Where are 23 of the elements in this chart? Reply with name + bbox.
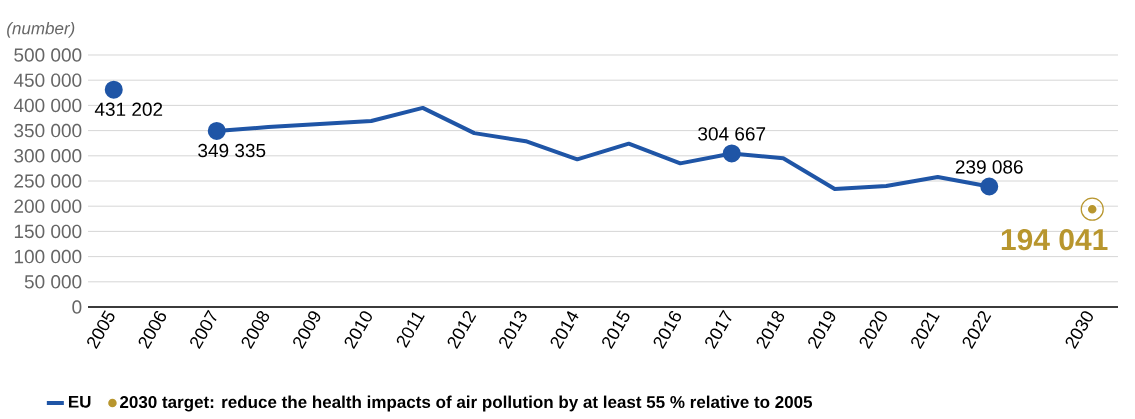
legend-label: 2030 target: reduce the health impacts of air pollution by at least 55 % relative to 2005: [120, 395, 813, 412]
y-tick-label: 350 000: [14, 123, 82, 138]
y-tick-label: 450 000: [13, 73, 82, 87]
legend-label: EU: [68, 395, 91, 408]
y-tick-label: 150 000: [14, 224, 82, 239]
y-tick-label: 300 000: [14, 149, 82, 163]
point: [207, 121, 226, 140]
data-label: 304 667: [698, 127, 766, 141]
data-label: 239 086: [955, 160, 1023, 174]
y-tick-label: 400 000: [13, 98, 82, 113]
point: [722, 144, 741, 163]
point: [104, 80, 123, 99]
y-tick-label: 50 000: [24, 275, 82, 289]
y-tick-label: 100 000: [14, 249, 82, 264]
y-tick-label: 0: [72, 300, 82, 314]
y-tick-label: 500 000: [14, 48, 82, 62]
point: [980, 177, 999, 196]
y-tick-label: 250 000: [14, 174, 82, 188]
y-axis-title: (number): [7, 21, 75, 38]
y-tick-label: 200 000: [14, 199, 82, 213]
data-label: 349 335: [198, 143, 266, 158]
data-label: 431 202: [94, 102, 163, 116]
data-label: 194 041: [1001, 229, 1108, 251]
